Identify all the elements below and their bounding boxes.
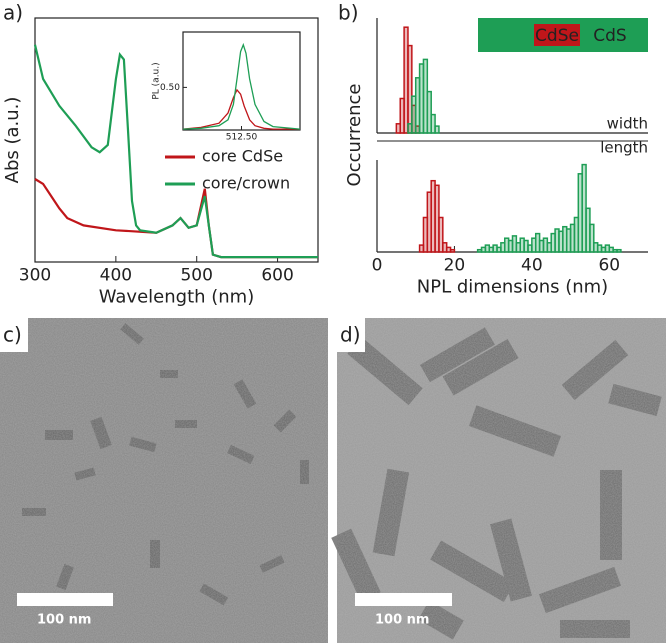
subplot-label: width	[607, 115, 648, 133]
scale-bar-label: 100 nm	[37, 613, 91, 628]
plot-frame	[182, 31, 301, 131]
panel-label: b)	[338, 1, 359, 25]
panel-label: a)	[3, 1, 23, 25]
histogram-bar	[589, 223, 595, 253]
legend-label: core CdSe	[202, 147, 283, 166]
line	[182, 42, 301, 130]
x-tick-label: 600	[261, 266, 293, 286]
x-tick-label: 400	[100, 266, 132, 286]
line	[33, 44, 318, 259]
line	[182, 88, 300, 130]
y-tick-label: 0.50	[160, 83, 180, 93]
x-tick-label: 500	[180, 266, 212, 286]
y-axis-label: Abs (a.u.)	[2, 97, 23, 184]
x-tick-label: 512.50	[226, 133, 258, 143]
histogram-bar	[438, 216, 444, 253]
x-axis-label: Wavelength (nm)	[99, 287, 255, 308]
histogram-bar	[434, 125, 440, 134]
histogram-bar	[430, 113, 436, 134]
x-tick-label: 20	[444, 256, 466, 276]
legend-label: CdSe	[535, 26, 579, 46]
x-axis-label: NPL dimensions (nm)	[417, 277, 608, 298]
x-tick-label: 40	[521, 256, 543, 276]
x-tick-label: 60	[598, 256, 620, 276]
scale-bar-label: 100 nm	[375, 613, 429, 628]
legend-label: core/crown	[202, 174, 290, 193]
histogram-bar	[616, 248, 622, 253]
tem-image	[331, 318, 666, 643]
x-tick-label: 0	[372, 256, 383, 276]
subplot-label: length	[600, 139, 648, 157]
panel-label: c)	[3, 323, 22, 347]
legend-swatch	[534, 24, 580, 46]
y-axis-label: PL (a.u.)	[152, 62, 162, 99]
y-axis-label: Occurrence	[344, 84, 365, 187]
histogram-bar	[449, 248, 456, 253]
panel-label: d)	[340, 323, 361, 347]
x-tick-label: 300	[19, 266, 51, 286]
plot-frame	[34, 17, 319, 263]
histogram-bar	[426, 90, 432, 134]
legend-label: CdS	[593, 26, 626, 46]
tem-image	[0, 318, 328, 643]
